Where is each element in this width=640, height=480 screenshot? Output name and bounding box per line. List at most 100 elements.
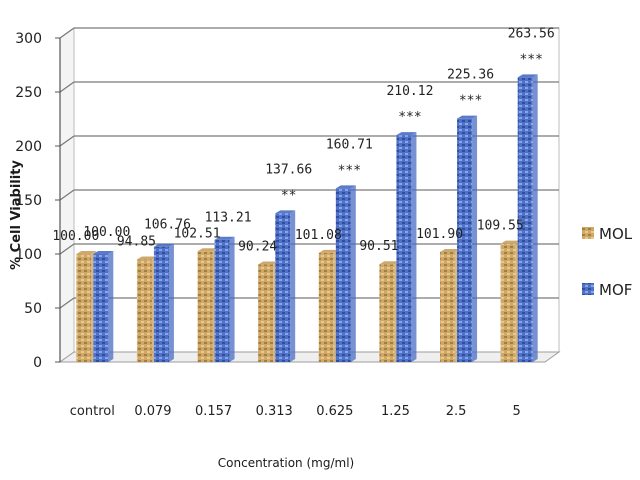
bar-mof-4 bbox=[335, 185, 356, 362]
bar-top bbox=[457, 115, 478, 119]
gridline-side bbox=[59, 189, 75, 201]
bar-side bbox=[108, 251, 114, 362]
bar-top bbox=[214, 236, 235, 240]
bar-side bbox=[168, 243, 174, 362]
bar-top bbox=[197, 248, 218, 252]
gridline-side bbox=[59, 243, 75, 255]
x-axis-title: Concentration (mg/ml) bbox=[218, 456, 354, 470]
bar-front bbox=[197, 251, 213, 362]
bar-side bbox=[411, 132, 417, 362]
bar-mof-6 bbox=[457, 115, 478, 362]
significance-mark: *** bbox=[398, 110, 421, 125]
gridline-side bbox=[59, 81, 75, 93]
y-tick-label: 0 bbox=[33, 355, 42, 371]
y-axis-title: % Cell Viability bbox=[9, 160, 24, 270]
legend-label-mol: MOL bbox=[599, 225, 633, 243]
data-label-mof: 210.12 bbox=[386, 84, 433, 99]
bar-side bbox=[350, 185, 356, 362]
data-label-mof: 263.56 bbox=[508, 26, 555, 41]
data-label-mof: 225.36 bbox=[447, 68, 494, 83]
bar-side bbox=[472, 115, 478, 362]
bar-front bbox=[440, 251, 456, 362]
legend: MOL MOF bbox=[582, 225, 633, 299]
bar-top bbox=[258, 261, 279, 265]
legend-swatch-mol bbox=[582, 227, 594, 239]
x-tick-label: 0.625 bbox=[316, 404, 353, 419]
bar-top bbox=[440, 248, 461, 252]
bar-front bbox=[396, 135, 412, 362]
data-label-mof: 113.21 bbox=[205, 211, 252, 226]
data-label-mol: 90.51 bbox=[359, 239, 398, 254]
data-label-mol: 101.90 bbox=[416, 227, 463, 242]
bar-top bbox=[136, 256, 157, 260]
y-tick-label: 50 bbox=[24, 301, 42, 317]
bar-top bbox=[318, 249, 339, 253]
floor bbox=[58, 351, 561, 363]
data-label-mof: 100.00 bbox=[83, 225, 130, 240]
gridline-side bbox=[59, 27, 75, 39]
x-tick-label: 0.313 bbox=[256, 404, 293, 419]
significance-mark: *** bbox=[459, 94, 482, 109]
bar-front bbox=[258, 264, 274, 362]
x-axis: control 0.079 0.157 0.313 0.625 1.25 2.5 5 bbox=[70, 404, 521, 419]
bar-top bbox=[335, 185, 356, 189]
data-label-mol: 100.00 bbox=[52, 229, 99, 244]
y-axis: 0 50 100 150 200 250 300 bbox=[15, 31, 61, 371]
bar-mof-2 bbox=[214, 236, 235, 362]
bar-front bbox=[500, 243, 516, 362]
data-label-mol: 109.55 bbox=[477, 219, 524, 234]
x-tick-label: 1.25 bbox=[381, 404, 410, 419]
x-tick-label: 0.079 bbox=[134, 404, 171, 419]
x-tick-label: control bbox=[70, 404, 115, 419]
bar-top bbox=[500, 240, 521, 244]
data-label-mol: 101.08 bbox=[295, 228, 342, 243]
data-label-mof: 137.66 bbox=[265, 162, 312, 177]
bar-mof-3 bbox=[275, 210, 296, 362]
bar-front bbox=[318, 252, 334, 362]
legend-swatch-mof bbox=[582, 283, 594, 295]
bar-front bbox=[275, 213, 291, 362]
y-tick-label: 250 bbox=[15, 85, 42, 101]
bar-front bbox=[93, 254, 109, 362]
bar-side bbox=[229, 236, 235, 362]
x-tick-label: 5 bbox=[513, 404, 521, 419]
bar-front bbox=[153, 246, 169, 362]
y-tick-label: 200 bbox=[15, 139, 42, 155]
bar-mof-0 bbox=[93, 251, 114, 362]
bar-front bbox=[136, 259, 152, 362]
bar-front bbox=[76, 254, 92, 362]
gridline-side bbox=[59, 297, 75, 309]
x-tick-label: 2.5 bbox=[446, 404, 467, 419]
data-label-mol: 102.51 bbox=[174, 226, 221, 241]
x-tick-label: 0.157 bbox=[195, 404, 232, 419]
significance-mark: ** bbox=[281, 188, 297, 203]
y-tick-label: 300 bbox=[15, 31, 42, 47]
data-label-mol: 90.24 bbox=[238, 240, 277, 255]
bar-front bbox=[457, 118, 473, 362]
bar-top bbox=[76, 251, 97, 254]
bar-side bbox=[290, 210, 296, 362]
bar-front bbox=[517, 77, 533, 363]
bar-front bbox=[214, 239, 230, 362]
bar-front bbox=[379, 264, 395, 362]
data-labels: 100.00100.0094.85106.76102.51113.2190.24… bbox=[52, 26, 554, 254]
bar-front bbox=[335, 188, 351, 362]
y-tick-label: 150 bbox=[15, 193, 42, 209]
bar-top bbox=[93, 251, 114, 254]
data-label-mof: 106.76 bbox=[144, 218, 191, 233]
data-label-mof: 160.71 bbox=[326, 137, 373, 152]
bar-mof-1 bbox=[153, 243, 174, 362]
bar-mof-7 bbox=[517, 74, 538, 363]
y-tick-label: 100 bbox=[15, 247, 42, 263]
bar-top bbox=[396, 132, 417, 136]
bars bbox=[76, 74, 538, 363]
bar-top bbox=[153, 243, 174, 247]
bar-top bbox=[275, 210, 296, 214]
gridline-side bbox=[59, 135, 75, 147]
bar-side bbox=[532, 74, 538, 363]
data-label-mol: 94.85 bbox=[117, 235, 156, 250]
bar-mof-5 bbox=[396, 132, 417, 362]
bar-top bbox=[379, 261, 400, 265]
bar-top bbox=[517, 74, 538, 78]
